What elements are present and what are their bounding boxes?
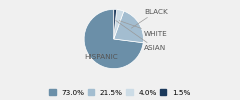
Text: BLACK: BLACK <box>131 9 168 28</box>
Wedge shape <box>114 11 143 43</box>
Text: HISPANIC: HISPANIC <box>84 53 118 60</box>
Text: ASIAN: ASIAN <box>116 21 166 51</box>
Wedge shape <box>114 9 117 39</box>
Legend: 73.0%, 21.5%, 4.0%, 1.5%: 73.0%, 21.5%, 4.0%, 1.5% <box>49 89 191 96</box>
Text: WHITE: WHITE <box>119 21 168 36</box>
Wedge shape <box>114 10 124 39</box>
Wedge shape <box>84 9 143 69</box>
